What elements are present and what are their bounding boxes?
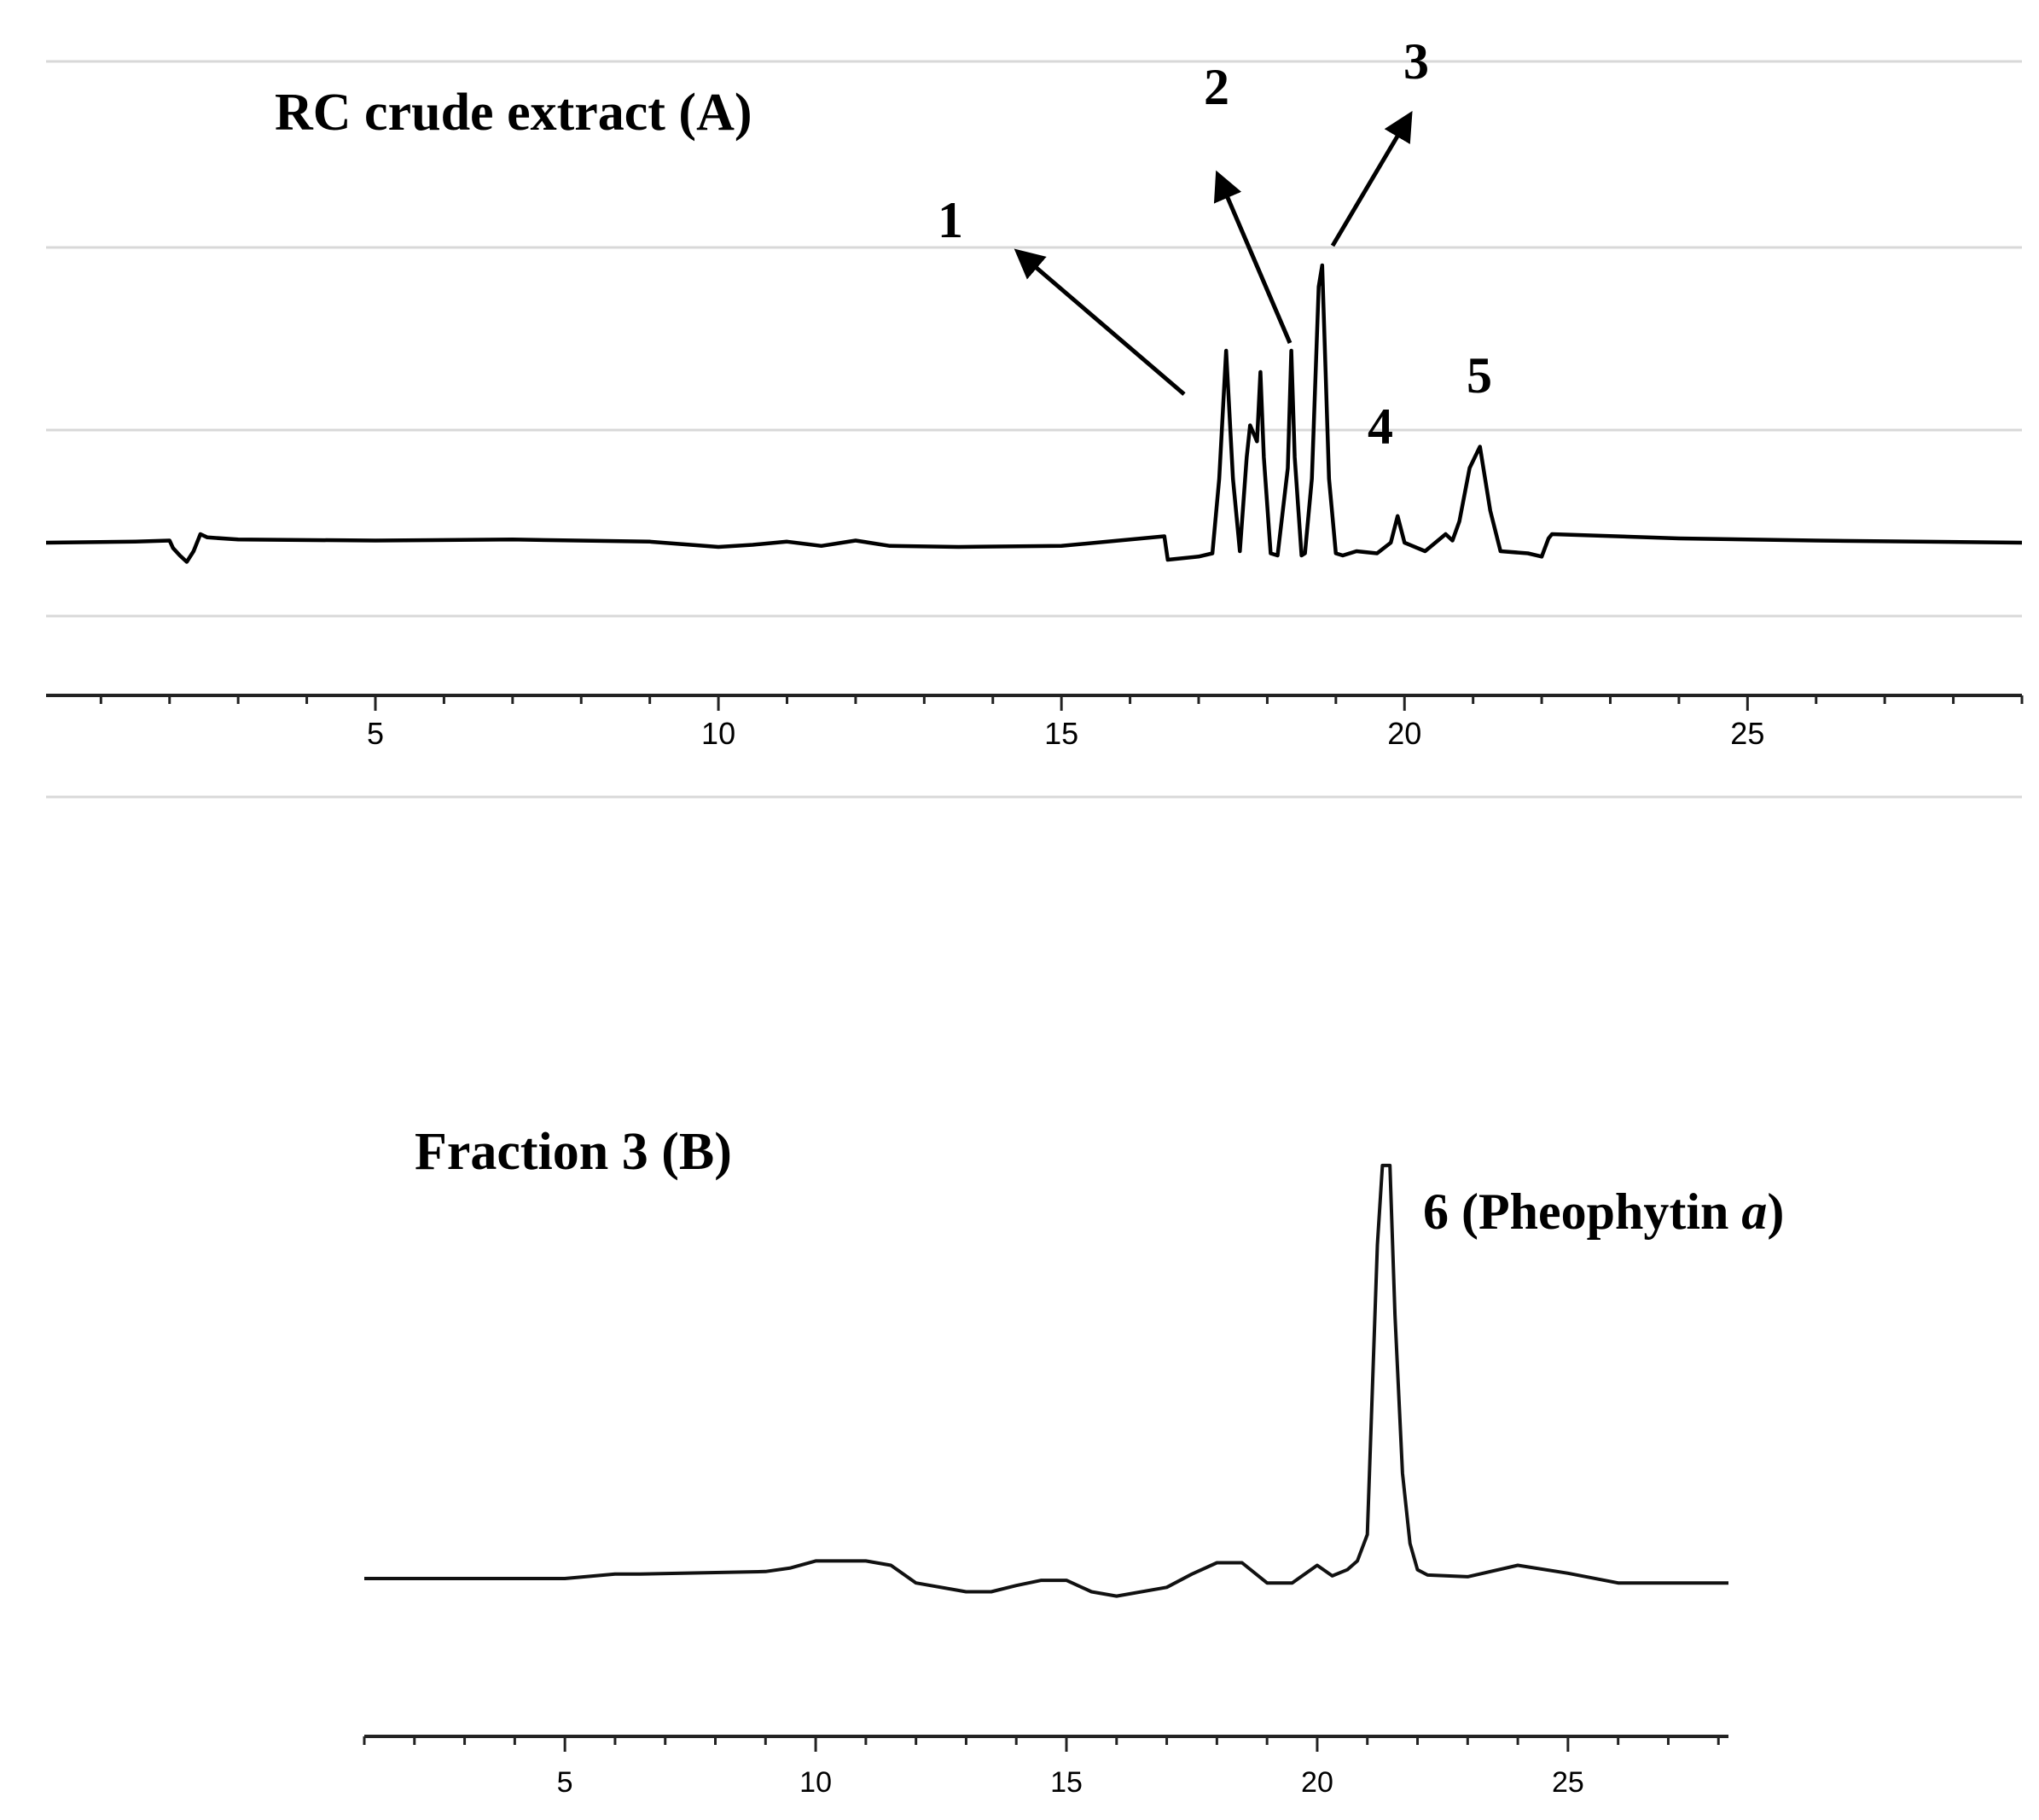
x-tick-label: 10 <box>701 716 735 751</box>
x-tick-label: 10 <box>799 1766 832 1799</box>
gridlines-a <box>46 60 2022 799</box>
x-tick-label: 5 <box>367 716 384 751</box>
peak-label-3: 3 <box>1403 33 1429 90</box>
x-tick-label: 20 <box>1387 716 1421 751</box>
peak-annotations-a: 1 2 3 4 5 <box>938 33 1492 455</box>
x-tick-label: 15 <box>1044 716 1078 751</box>
x-tick-label: 15 <box>1050 1766 1083 1799</box>
peak-label-4: 4 <box>1368 398 1393 455</box>
peak-arrow-3 <box>1330 110 1413 247</box>
x-tick-label: 25 <box>1552 1766 1584 1799</box>
peak-arrow-1 <box>1014 248 1186 396</box>
peak-arrow-2 <box>1213 170 1293 344</box>
panel-a-title: RC crude extract (A) <box>275 84 752 142</box>
panel-b-title: Fraction 3 (B) <box>415 1123 732 1181</box>
x-axis-b: 5 10 15 20 25 <box>363 1735 1728 1799</box>
x-tick-label: 25 <box>1730 716 1764 751</box>
peak-label-1: 1 <box>938 192 963 248</box>
series-line-a <box>45 263 2023 564</box>
series-line-b <box>364 1163 1728 1598</box>
peak-annotations-b: 6 (Pheophytin a) <box>1423 1183 1784 1240</box>
x-tick-label: 20 <box>1301 1766 1333 1799</box>
panel-b: Fraction 3 (B) 5 10 15 20 25 6 (Pheophytin a… <box>363 1123 1784 1799</box>
peak-label-6: 6 (Pheophytin a) <box>1423 1183 1784 1240</box>
peak-label-5: 5 <box>1467 347 1492 404</box>
peak-label-2: 2 <box>1204 59 1229 115</box>
x-axis-a: 5 10 15 20 25 <box>46 694 2024 751</box>
x-tick-label: 5 <box>557 1766 573 1799</box>
panel-a: RC crude extract (A) 5 10 15 20 25 1 2 3 4 5 <box>45 33 2024 799</box>
